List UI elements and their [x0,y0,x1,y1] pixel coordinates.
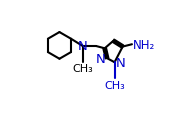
Text: NH₂: NH₂ [132,38,155,51]
Text: CH₃: CH₃ [104,80,125,90]
Text: N: N [78,40,88,53]
Text: N: N [116,56,125,69]
Text: CH₃: CH₃ [72,64,93,74]
Text: N: N [96,52,106,65]
